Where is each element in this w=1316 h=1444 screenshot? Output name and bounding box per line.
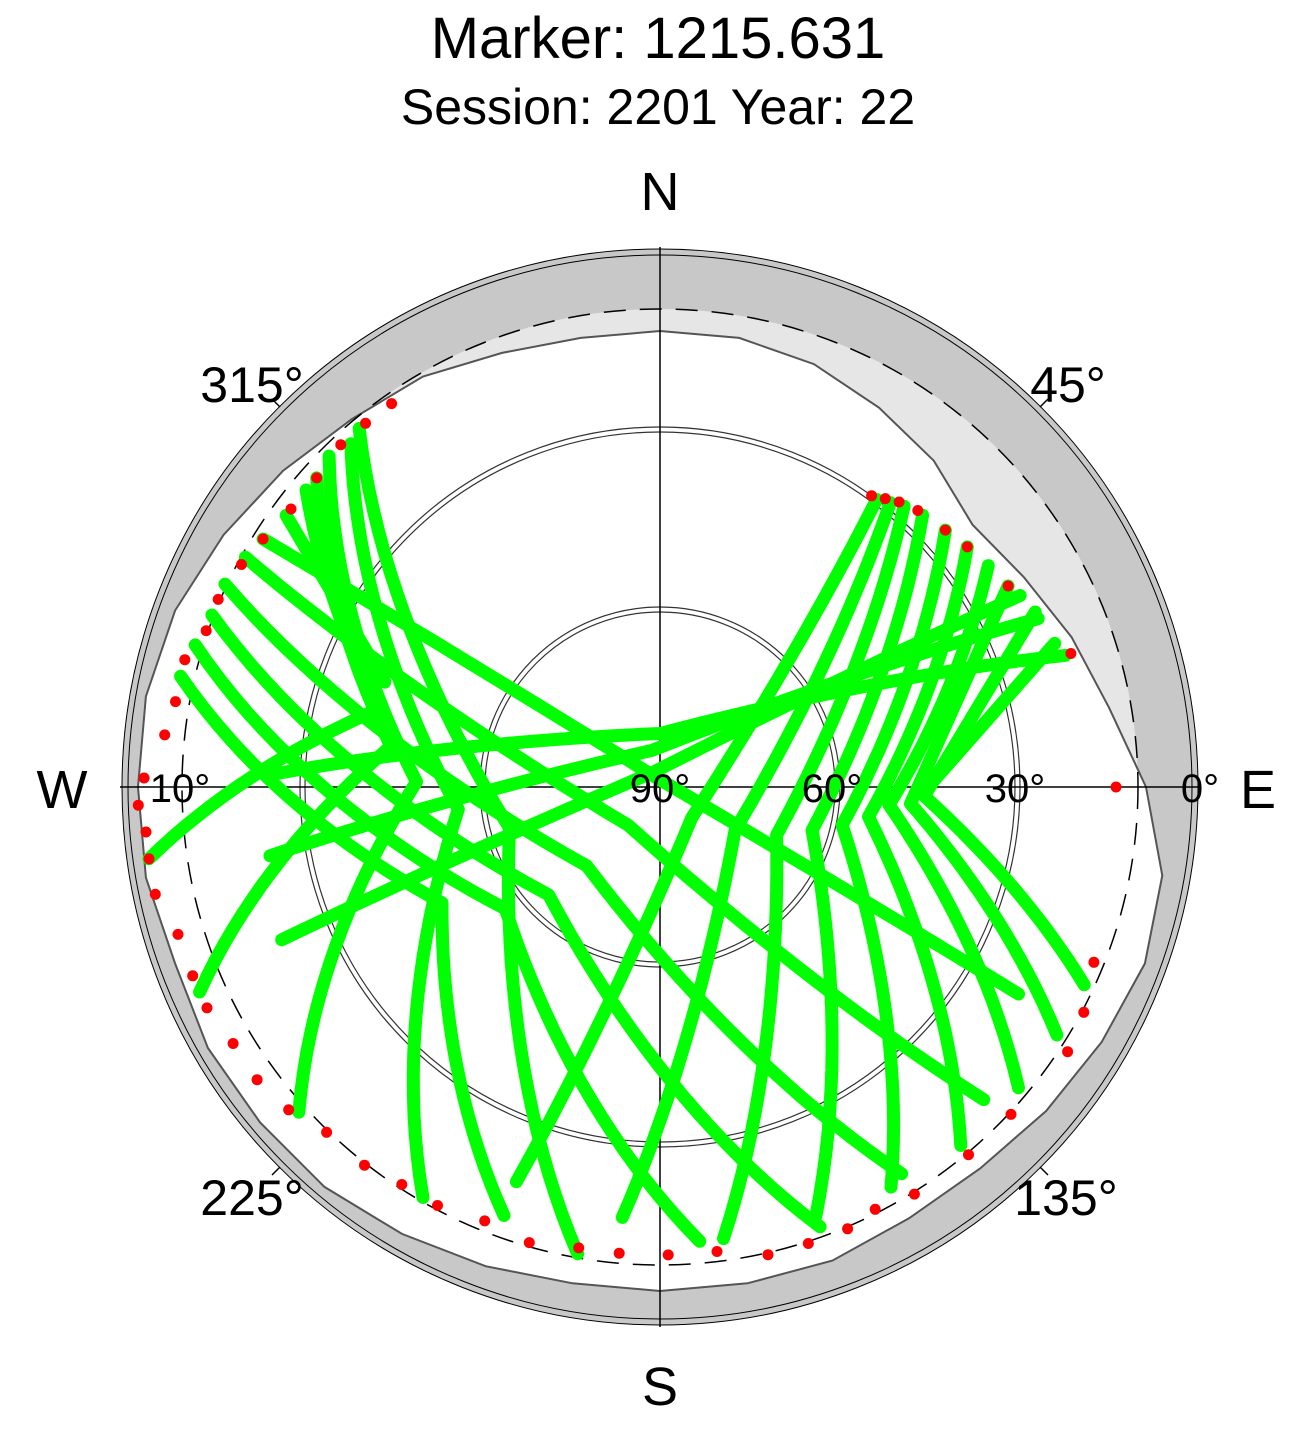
tick-225 [271,1166,281,1176]
tick-135 [1039,1166,1049,1176]
track-endpoint-39 [961,541,973,553]
track-endpoint-31 [613,1247,625,1259]
satellite-track-24 [263,612,1045,863]
track-endpoint-30 [573,1242,585,1254]
satellite-track-25 [269,648,1072,781]
track-endpoint-41 [1065,648,1077,659]
satellite-track-3 [292,449,423,1119]
track-endpoint-4 [311,472,323,484]
elevation-label-10: 10° [150,767,211,811]
track-endpoint-20 [201,1002,213,1014]
track-endpoint-11 [170,696,181,708]
satellite-track-22 [923,636,1062,791]
track-endpoint-6 [257,533,269,545]
track-endpoint-23 [283,1104,295,1116]
satellite-track-16 [805,508,930,1222]
satellite-track-20 [904,579,1064,1042]
tick-45 [1039,398,1049,408]
track-endpoint-8 [212,593,224,605]
azimuth-label-45: 45° [1030,357,1106,413]
compass-south-label: S [642,1357,678,1417]
chart-title: Marker: 1215.631 [431,6,886,71]
track-endpoint-38 [939,524,951,536]
elevation-label-0: 0° [1181,767,1219,811]
azimuth-label-135: 135° [1014,1170,1117,1226]
satellite-track-2 [344,437,465,1204]
track-endpoint-17 [149,888,161,900]
track-endpoint-45 [1062,1046,1074,1058]
track-endpoint-25 [359,1159,370,1171]
track-endpoint-42 [1110,781,1122,793]
satellite-tracks [142,422,1091,1261]
track-endpoint-5 [285,503,297,515]
satellite-track-8 [238,550,991,1107]
track-endpoint-29 [523,1237,535,1249]
satellite-track-13 [509,493,884,1189]
track-endpoint-28 [479,1215,491,1227]
track-endpoint-19 [187,970,199,982]
track-endpoint-22 [251,1074,263,1086]
track-endpoint-50 [842,1223,854,1235]
azimuth-label-315: 315° [200,357,303,413]
track-endpoint-12 [159,729,171,741]
compass-east-label: E [1240,760,1276,820]
track-endpoint-9 [200,625,212,637]
compass-west-label: W [37,760,88,820]
track-endpoint-3 [335,439,347,451]
track-endpoint-1 [386,398,398,410]
track-endpoint-7 [236,559,247,570]
track-endpoint-24 [321,1126,333,1138]
track-endpoint-14 [132,799,144,811]
track-endpoint-26 [396,1179,408,1190]
track-endpoint-52 [762,1249,774,1261]
track-endpoint-27 [432,1200,443,1211]
satellite-track-11 [188,638,707,1248]
tick-315 [271,398,281,408]
track-endpoint-47 [963,1149,974,1161]
track-endpoint-33 [711,1246,723,1257]
satellite-track-21 [917,605,1091,992]
track-endpoint-49 [869,1203,881,1215]
track-endpoints [132,398,1122,1261]
track-endpoint-37 [912,505,924,516]
compass-north-label: N [641,162,680,222]
track-endpoint-44 [1078,1006,1090,1018]
satellite-track-23 [275,589,1027,947]
track-endpoint-43 [1088,956,1100,968]
track-endpoint-15 [140,826,152,838]
chart-subtitle: Session: 2201 Year: 22 [401,79,915,135]
track-endpoint-46 [1005,1108,1017,1120]
track-endpoint-48 [908,1188,920,1200]
elevation-label-60: 60° [802,767,863,811]
track-endpoint-13 [138,772,150,784]
track-endpoint-32 [662,1249,674,1261]
track-endpoint-35 [879,493,891,505]
azimuth-label-225: 225° [200,1170,303,1226]
satellite-track-15 [717,499,911,1246]
track-endpoint-51 [802,1238,814,1249]
satellite-track-14 [615,496,897,1224]
track-endpoint-16 [143,853,155,865]
track-endpoint-34 [866,490,878,502]
satellite-track-9 [218,577,909,1181]
satellite-track-19 [882,559,1025,1095]
track-endpoint-18 [172,928,184,940]
track-endpoint-2 [360,417,371,429]
satellite-track-12 [174,669,511,1222]
track-endpoint-40 [1002,580,1014,592]
track-endpoint-21 [227,1038,239,1049]
track-endpoint-36 [893,496,905,508]
elevation-label-90: 90° [630,767,691,811]
elevation-label-30: 30° [985,767,1046,811]
satellite-track-10 [205,608,827,1234]
track-endpoint-10 [179,654,191,666]
